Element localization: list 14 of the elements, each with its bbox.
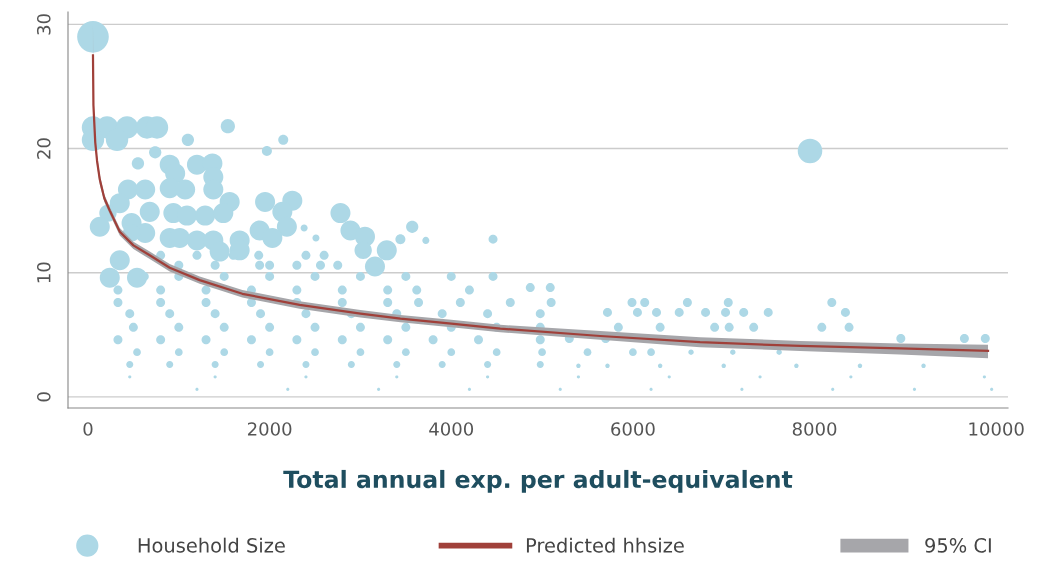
x-tick-label: 4000 [429, 422, 474, 436]
x-tick-label: 2000 [247, 422, 292, 436]
legend-label: Household Size [138, 537, 285, 553]
y-tick-label: 30 [36, 14, 51, 35]
x-tick-label: 10000 [969, 422, 1024, 436]
x-tick-label: 0 [83, 422, 93, 436]
legend-label: Predicted hhsize [526, 537, 684, 553]
y-tick-label: 20 [36, 138, 51, 159]
y-tick-label: 0 [36, 392, 51, 402]
x-tick-label: 6000 [611, 422, 655, 436]
y-tick-label: 10 [36, 262, 51, 283]
x-axis-title: Total annual exp. per adult-equivalent [283, 469, 793, 493]
text: 95% CI [925, 538, 991, 553]
x-tick-label: 8000 [792, 422, 837, 436]
